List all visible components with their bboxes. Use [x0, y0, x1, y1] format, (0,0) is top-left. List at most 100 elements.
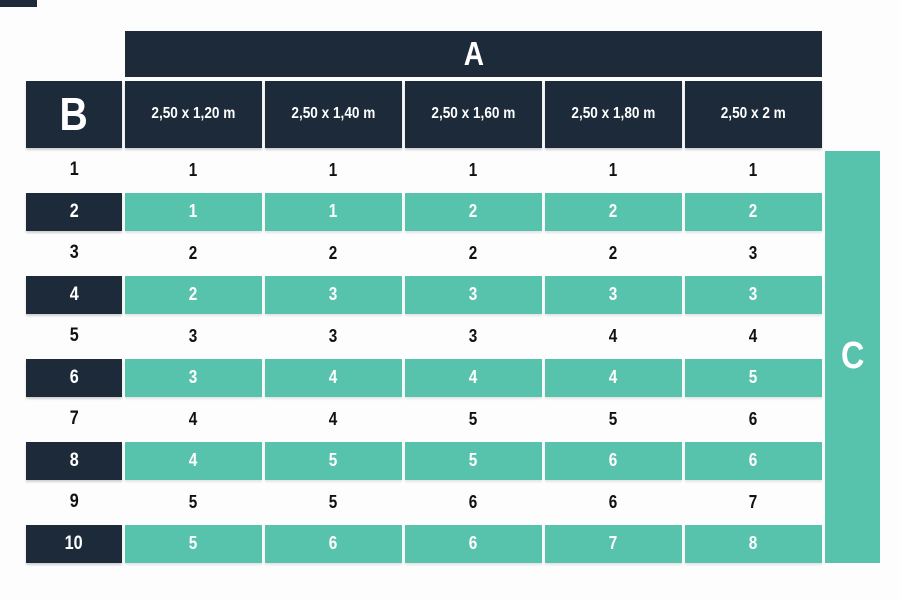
table-cell-label: 5: [189, 491, 198, 512]
size-table: A B C 2,50 x 1,20 m 2,50 x 1,40 m 2,50 x 1…: [26, 31, 880, 563]
table-cell: 4: [405, 358, 542, 397]
table-cell: 2: [405, 234, 542, 272]
column-header: 2,50 x 2 m: [685, 80, 822, 148]
table-cell: 5: [265, 483, 402, 521]
table-cell-label: 3: [189, 325, 198, 346]
table-cell: 4: [125, 441, 262, 480]
table-cell-label: 6: [469, 533, 478, 553]
table-cell: 4: [685, 317, 822, 355]
column-header-label: 2,50 x 1,20 m: [151, 105, 236, 122]
table-cell-label: 4: [329, 367, 338, 387]
table-cell-label: 2: [609, 242, 618, 263]
row-header-label: 7: [69, 408, 79, 429]
table-cell-label: 5: [469, 450, 478, 470]
table-cell-label: 8: [749, 533, 758, 553]
table-cell-label: 4: [469, 367, 478, 387]
table-cell: 3: [405, 317, 542, 355]
column-header: 2,50 x 1,40 m: [265, 80, 402, 148]
row-header: 7: [26, 400, 122, 438]
table-cell-label: 1: [609, 159, 618, 180]
table-cell-label: 5: [469, 408, 478, 429]
table-cell: 6: [685, 400, 822, 438]
table-cell-label: 6: [609, 491, 618, 512]
table-cell: 2: [405, 192, 542, 231]
table-cell-label: 2: [189, 284, 198, 304]
row-header: 10: [26, 524, 122, 563]
table-cell: 3: [405, 275, 542, 314]
table-cell: 6: [405, 524, 542, 563]
table-cell: 1: [545, 151, 682, 189]
table-cell: 4: [125, 400, 262, 438]
column-header-label: 2,50 x 1,40 m: [291, 105, 376, 122]
table-cell: 1: [125, 151, 262, 189]
table-cell: 7: [545, 524, 682, 563]
table-cell: 3: [685, 234, 822, 272]
table-cell: 4: [265, 400, 402, 438]
row-header-label: 2: [69, 200, 79, 222]
row-header: 8: [26, 441, 122, 480]
table-cell-label: 2: [329, 242, 338, 263]
table-cell-label: 4: [189, 408, 198, 429]
table-cell: 3: [545, 275, 682, 314]
row-header-label: 4: [69, 283, 79, 305]
table-cell-label: 6: [329, 533, 338, 553]
table-cell: 4: [545, 317, 682, 355]
column-header-label: 2,50 x 1,60 m: [431, 105, 516, 122]
column-header-label: 2,50 x 2 m: [720, 105, 787, 122]
table-cell-label: 3: [329, 284, 338, 304]
column-header: 2,50 x 1,60 m: [405, 80, 542, 148]
table-cell-label: 5: [749, 367, 758, 387]
column-group-header-a-label: A: [463, 35, 484, 72]
table-cell: 3: [265, 275, 402, 314]
row-header-label: 9: [69, 491, 79, 512]
table-cell: 4: [265, 358, 402, 397]
table-cell-label: 4: [189, 450, 198, 470]
table-cell: 2: [265, 234, 402, 272]
table-cell-label: 6: [749, 408, 758, 429]
table-cell-label: 1: [749, 159, 758, 180]
table-cell: 6: [405, 483, 542, 521]
table-cell-label: 7: [609, 533, 618, 553]
table-cell: 6: [545, 483, 682, 521]
table-cell: 5: [405, 400, 542, 438]
side-bar-c-label: C: [840, 335, 865, 378]
row-group-header-b-label: B: [59, 88, 89, 140]
row-group-header-b: B: [26, 80, 122, 148]
table-cell-label: 1: [329, 201, 338, 221]
table-cell: 4: [545, 358, 682, 397]
table-cell-label: 6: [469, 491, 478, 512]
table-cell-label: 2: [189, 242, 198, 263]
table-cell: 3: [125, 358, 262, 397]
column-header: 2,50 x 1,20 m: [125, 80, 262, 148]
table-cell-label: 5: [329, 491, 338, 512]
corner-mark: [0, 0, 37, 7]
row-header-label: 1: [69, 159, 79, 180]
row-header: 3: [26, 234, 122, 272]
row-header: 4: [26, 275, 122, 314]
table-cell: 2: [545, 192, 682, 231]
table-cell: 8: [685, 524, 822, 563]
table-cell-label: 1: [469, 159, 478, 180]
table-cell-label: 3: [749, 284, 758, 304]
table-cell: 1: [405, 151, 542, 189]
table-cell: 5: [685, 358, 822, 397]
table-cell: 6: [685, 441, 822, 480]
table-cell: 5: [125, 483, 262, 521]
table-cell-label: 2: [469, 242, 478, 263]
table-cell-label: 2: [469, 201, 478, 221]
table-cell-label: 7: [749, 491, 758, 512]
table-cell: 2: [125, 275, 262, 314]
column-header-label: 2,50 x 1,80 m: [571, 105, 656, 122]
table-cell: 1: [125, 192, 262, 231]
table-cell: 5: [125, 524, 262, 563]
table-cell: 7: [685, 483, 822, 521]
table-cell-label: 2: [749, 201, 758, 221]
table-cell-label: 6: [609, 450, 618, 470]
row-header: 5: [26, 317, 122, 355]
table-cell: 2: [685, 192, 822, 231]
table-cell: 6: [265, 524, 402, 563]
row-header-label: 10: [65, 532, 83, 554]
table-cell-label: 3: [329, 325, 338, 346]
side-bar-c: C: [825, 151, 880, 563]
table-cell-label: 5: [329, 450, 338, 470]
